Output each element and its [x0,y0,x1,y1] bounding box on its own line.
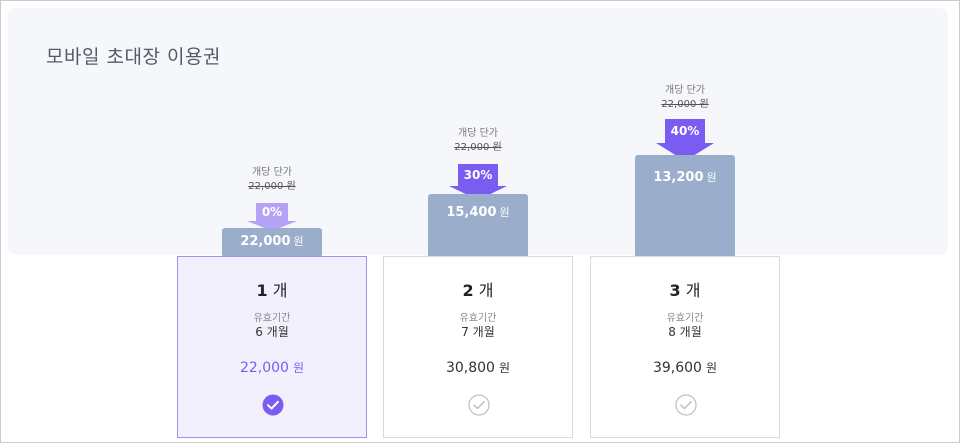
currency-unit: 원 [706,171,717,184]
original-unit-price: 22,000 원 [661,99,709,110]
original-unit-price: 22,000 원 [454,142,502,153]
unit-price-label: 개당 단가 [665,85,705,96]
plan-card-1[interactable]: 1 개 유효기간 6 개월 22,000 원 [177,256,367,438]
plan-1-chart: 개당 단가 22,000 원 0% 22,000 원 [177,161,367,256]
unit-price-value: 13,200 [653,170,704,185]
plan-price: 39,600 원 [652,360,718,376]
validity-period: 7 개월 [461,325,495,339]
currency-unit: 원 [293,235,304,248]
plan-card-3[interactable]: 3 개 유효기간 8 개월 39,600 원 [590,256,780,438]
discount-badge: 40% [665,119,705,143]
unit-price-label: 개당 단가 [458,128,498,139]
check-circle-outline-icon[interactable] [468,394,490,416]
validity-period: 6 개월 [255,325,289,339]
discount-arrow: 0% [247,203,297,231]
discount-badge: 30% [458,164,498,186]
plan-card-2[interactable]: 2 개 유효기간 7 개월 30,800 원 [383,256,573,438]
validity-period: 8 개월 [668,325,702,339]
discount-badge: 0% [256,203,288,221]
unit-price-label: 개당 단가 [252,167,292,178]
validity-label: 유효기간 [666,313,704,324]
unit-price-value: 22,000 [240,234,291,249]
plan-quantity: 2 개 [462,281,494,300]
plan-3-chart: 개당 단가 22,000 원 40% 13,200 원 [590,79,780,256]
unit-price-value: 15,400 [446,205,497,220]
check-circle-outline-icon[interactable] [675,394,697,416]
arrow-down-icon [247,221,297,231]
plan-2-chart: 개당 단가 22,000 원 30% 15,400 원 [383,122,573,256]
plan-price: 30,800 원 [445,360,511,376]
check-circle-filled-icon[interactable] [262,394,284,416]
original-unit-price: 22,000 원 [248,181,296,192]
unit-price-bar: 13,200 원 [635,155,735,256]
validity-label: 유효기간 [253,313,291,324]
validity-label: 유효기간 [459,313,497,324]
plan-price: 22,000 원 [239,360,305,376]
plan-quantity: 1 개 [256,281,288,300]
plan-quantity: 3 개 [669,281,701,300]
unit-price-bar: 22,000 원 [222,228,322,256]
currency-unit: 원 [499,206,510,219]
unit-price-bar: 15,400 원 [428,194,528,256]
page-title: 모바일 초대장 이용권 [46,46,221,68]
